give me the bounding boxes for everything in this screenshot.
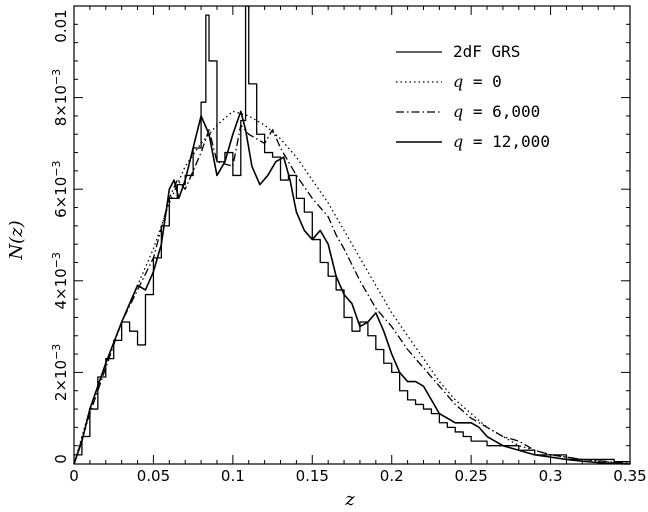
x-tick-label: 0.3 <box>539 467 563 485</box>
legend: 2dF GRS q = 0 q = 6,000 q = 12,000 <box>396 42 550 151</box>
legend-label-3: q = 6,000 <box>453 102 540 121</box>
y-tick-label: 4×10−3 <box>50 252 70 309</box>
series-line-3 <box>73 124 631 465</box>
legend-label-1: 2dF GRS <box>453 42 520 61</box>
x-tick-label: 0.25 <box>454 467 487 485</box>
plot-frame <box>73 5 631 465</box>
legend-label-2: q = 0 <box>453 72 502 91</box>
y-tick-label: 0 <box>52 454 70 464</box>
x-tick-label: 0.35 <box>613 467 646 485</box>
x-tick-label: 0.05 <box>137 467 170 485</box>
y-tick-label: 0.01 <box>52 9 70 42</box>
y-tick-label: 2×10−3 <box>50 344 70 401</box>
x-tick-label: 0 <box>69 467 79 485</box>
series-line-1 <box>74 5 631 464</box>
y-tick-label: 8×10−3 <box>50 69 70 126</box>
y-tick-label: 6×10−3 <box>50 160 70 217</box>
legend-label-4: q = 12,000 <box>453 132 550 151</box>
series-line-4 <box>73 110 631 465</box>
series-layer <box>73 5 631 465</box>
series-line-2 <box>73 110 631 465</box>
y-axis-title: N(z) <box>6 220 27 260</box>
x-tick-label: 0.2 <box>380 467 404 485</box>
axes: 0 0.05 0.1 0.15 0.2 0.25 0.3 0.35 0 2×10−3 4×10−3 6… <box>50 5 647 485</box>
x-tick-label: 0.15 <box>296 467 329 485</box>
x-axis-title: z <box>344 489 355 510</box>
x-tick-label: 0.1 <box>221 467 245 485</box>
